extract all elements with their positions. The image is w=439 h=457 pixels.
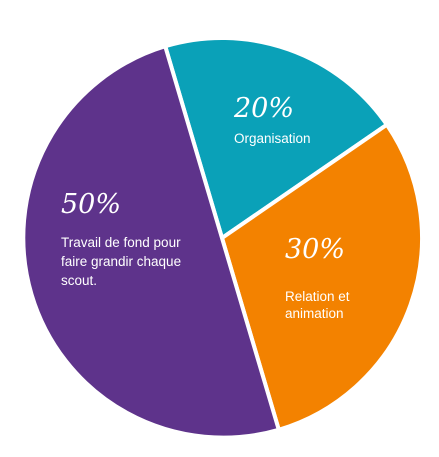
slice-label-relation-line-2: animation bbox=[285, 306, 344, 321]
pie-slice-relation bbox=[220, 122, 424, 432]
slice-label-travail-line-1: Travail de fond pour bbox=[61, 235, 181, 250]
slice-label-travail-line-2: faire grandir chaque bbox=[61, 254, 181, 269]
slice-label-relation-line-1: Relation et bbox=[285, 289, 350, 304]
pie-slice-organisation bbox=[163, 36, 389, 240]
slice-percent-label-organisation: 20% bbox=[233, 93, 294, 124]
pie-slices bbox=[21, 36, 424, 440]
pie-slice-travail bbox=[21, 44, 281, 440]
slice-label-travail-line-3: scout. bbox=[61, 273, 97, 288]
slice-percent-label-relation: 30% bbox=[285, 234, 345, 265]
slice-percent-label-travail: 50% bbox=[61, 189, 121, 220]
slice-label-organisation: Organisation bbox=[234, 131, 311, 146]
